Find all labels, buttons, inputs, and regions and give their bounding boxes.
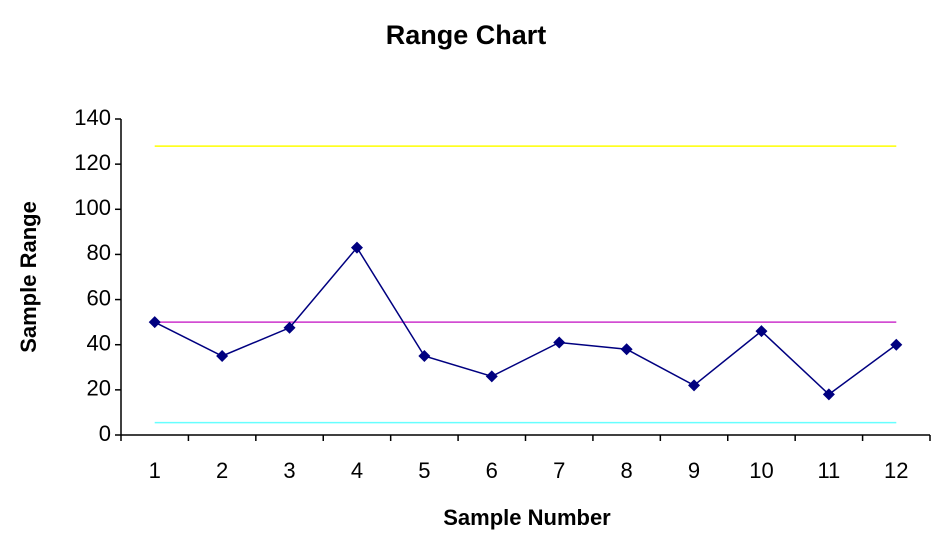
x-tick-label: 4 <box>351 458 363 483</box>
x-tick-label: 12 <box>884 458 908 483</box>
y-axis-title: Sample Range <box>16 201 41 353</box>
x-tick-label: 3 <box>283 458 295 483</box>
data-point <box>418 350 431 362</box>
y-tick-label: 140 <box>74 105 111 130</box>
y-tick-label: 80 <box>87 240 111 265</box>
data-point <box>890 338 903 351</box>
y-tick-label: 20 <box>87 376 111 401</box>
x-tick-label: 11 <box>817 458 840 483</box>
x-tick-label: 7 <box>553 458 565 483</box>
y-tick-label: 100 <box>74 195 111 220</box>
series-line <box>154 246 897 396</box>
data-point <box>148 316 161 329</box>
x-tick-label: 1 <box>149 458 161 483</box>
data-point <box>688 379 701 392</box>
chart-title: Range Chart <box>386 20 547 50</box>
x-tick-label: 10 <box>749 458 773 483</box>
x-tick-label: 5 <box>418 458 430 483</box>
data-point <box>216 350 229 362</box>
y-tick-label: 60 <box>87 285 111 310</box>
x-tick-label: 2 <box>216 458 228 483</box>
y-tick-label: 120 <box>74 150 111 175</box>
data-point <box>755 325 768 338</box>
x-tick-label: 6 <box>486 458 498 483</box>
x-axis-title: Sample Number <box>443 505 611 530</box>
data-point <box>283 321 296 334</box>
y-tick-label: 40 <box>87 331 111 356</box>
x-tick-label: 8 <box>621 458 633 483</box>
data-point <box>553 336 566 349</box>
y-tick-label: 0 <box>99 421 111 446</box>
data-point <box>350 241 363 254</box>
x-tick-label: 9 <box>688 458 700 483</box>
data-point <box>485 370 498 383</box>
data-point <box>822 388 835 401</box>
data-point <box>620 343 633 356</box>
